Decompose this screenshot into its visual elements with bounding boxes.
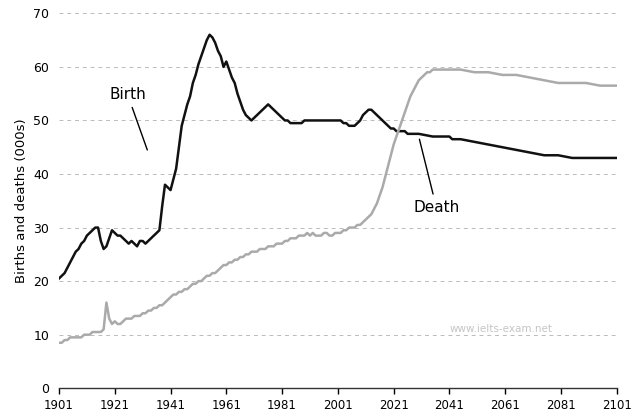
Y-axis label: Births and deaths (000s): Births and deaths (000s) [15,118,28,283]
Text: www.ielts-exam.net: www.ielts-exam.net [449,324,552,334]
Text: Birth: Birth [109,87,147,150]
Text: Death: Death [413,139,460,215]
